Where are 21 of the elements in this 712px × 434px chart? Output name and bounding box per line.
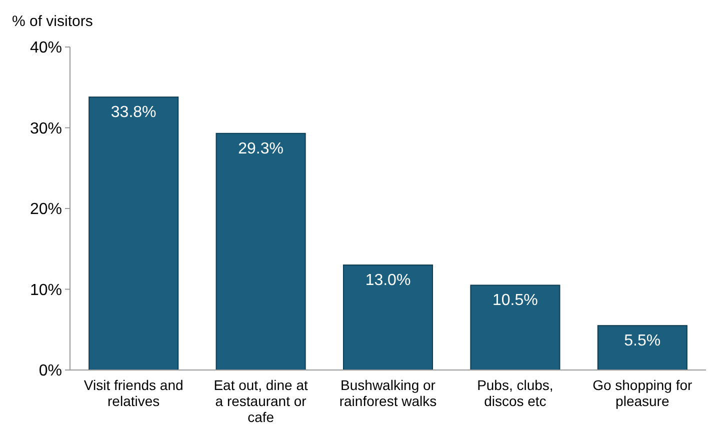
bar xyxy=(597,325,688,370)
bar xyxy=(88,96,179,370)
y-tick-label: 10% xyxy=(30,282,62,299)
data-label: 33.8% xyxy=(110,104,156,122)
y-tick-label: 0% xyxy=(38,362,62,380)
data-label: 10.5% xyxy=(492,292,538,310)
y-tick-label: 40% xyxy=(30,40,62,57)
data-label: 29.3% xyxy=(238,140,284,158)
data-label: 13.0% xyxy=(365,272,411,290)
bar xyxy=(470,284,560,370)
bar xyxy=(342,264,434,370)
x-tick-label: Eat out, dine at a restaurant or cafe xyxy=(214,377,308,425)
x-tick-label: Bushwalking or rainforest walks xyxy=(339,377,437,409)
x-tick-label: Pubs, clubs, discos etc xyxy=(477,377,554,409)
data-label: 5.5% xyxy=(624,332,661,350)
x-tick-label: Visit friends and relatives xyxy=(84,377,184,409)
x-tick-label: Go shopping for pleasure xyxy=(592,377,693,409)
bar xyxy=(216,132,306,370)
y-tick-label: 20% xyxy=(30,201,62,218)
y-tick-label: 30% xyxy=(30,120,62,138)
y-axis-title: % of visitors xyxy=(12,13,93,30)
